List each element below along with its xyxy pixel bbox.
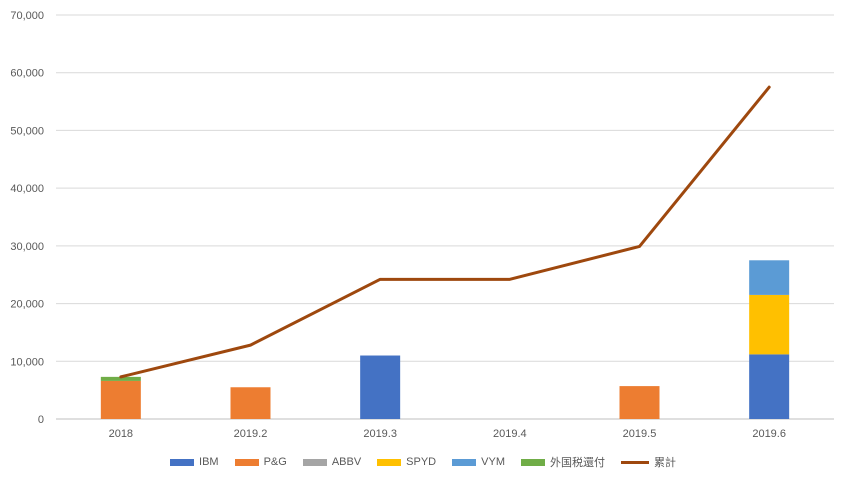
- bar-segment: [360, 355, 401, 419]
- y-tick-label: 30,000: [10, 241, 44, 253]
- legend-line-swatch: [620, 460, 649, 464]
- x-tick-label: 2019.4: [493, 428, 527, 440]
- bars: [100, 260, 790, 419]
- bar-segment: [100, 376, 141, 381]
- x-tick-label: 2019.2: [234, 428, 268, 440]
- bar-segment: [749, 354, 790, 419]
- legend-item: IBM: [170, 456, 219, 468]
- legend-label: VYM: [481, 456, 505, 468]
- legend-label: IBM: [199, 456, 219, 468]
- bar-segment: [100, 380, 141, 419]
- legend-label: 累計: [653, 457, 676, 469]
- y-tick-label: 50,000: [10, 125, 44, 137]
- legend-swatch: [170, 458, 195, 466]
- legend-swatch: [234, 458, 259, 466]
- legend-item: VYM: [452, 456, 505, 468]
- legend-item: SPYD: [377, 456, 436, 468]
- bar-segment: [619, 386, 660, 419]
- y-tick-label: 20,000: [10, 299, 44, 311]
- x-tick-label: 2018: [109, 428, 133, 440]
- y-tick-label: 70,000: [10, 10, 44, 22]
- legend-label: 外国税還付: [549, 457, 605, 469]
- cumulative-line-path: [119, 85, 771, 379]
- legend-swatch: [302, 458, 327, 466]
- gridlines: [56, 14, 834, 420]
- cumulative-line: [119, 85, 771, 379]
- legend-swatch: [377, 458, 402, 466]
- bar-segment: [230, 387, 271, 419]
- legend-swatch: [452, 458, 477, 466]
- legend-swatch: [520, 458, 545, 466]
- x-tick-label: 2019.6: [752, 428, 786, 440]
- legend-item: 外国税還付: [520, 454, 605, 470]
- legend-label: SPYD: [406, 456, 437, 468]
- legend-item: ABBV: [302, 456, 362, 468]
- y-tick-label: 0: [38, 414, 44, 426]
- bar-segment: [749, 260, 790, 295]
- legend-label: ABBV: [331, 456, 362, 468]
- x-tick-label: 2019.3: [363, 428, 397, 440]
- y-tick-label: 40,000: [10, 183, 44, 195]
- legend-item: P&G: [234, 456, 287, 468]
- legend: IBM P&G ABBV SPYD VYM 外国税還付 累計: [0, 452, 846, 472]
- bar-segment: [749, 294, 790, 355]
- legend-item: 累計: [620, 454, 676, 470]
- x-tick-label: 2019.5: [623, 428, 657, 440]
- x-axis: 2018 2019.2 2019.3 2019.4 2019.5 2019.6: [109, 428, 786, 440]
- y-tick-label: 60,000: [10, 68, 44, 80]
- y-axis: 0 10,000 20,000 30,000 40,000 50,000 60,000 70,…: [10, 10, 44, 426]
- legend-label: P&G: [263, 456, 287, 468]
- y-tick-label: 10,000: [10, 356, 44, 368]
